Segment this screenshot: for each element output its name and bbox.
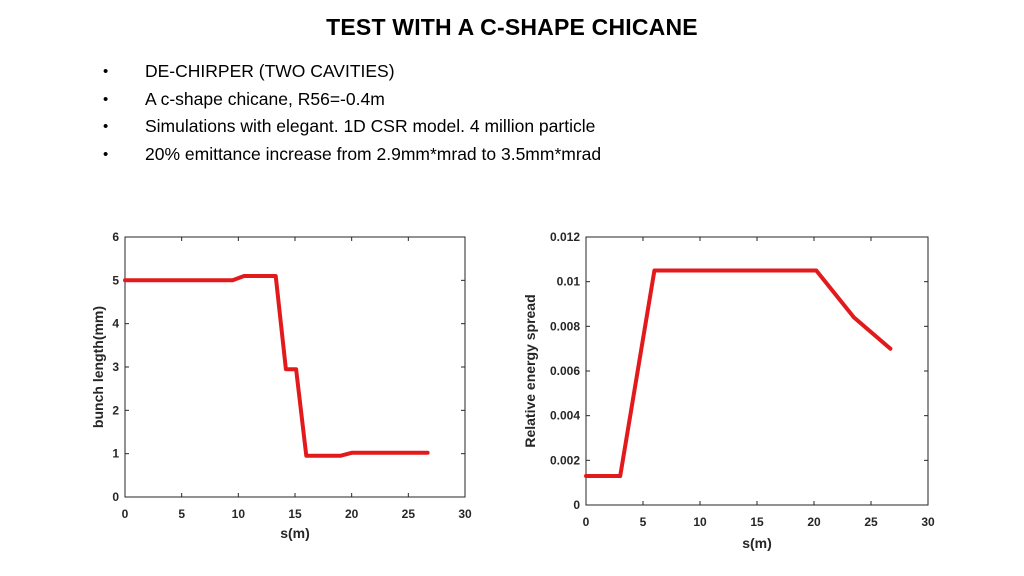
x-tick-label: 25 bbox=[402, 507, 416, 521]
x-tick-label: 10 bbox=[693, 515, 707, 529]
bullet-item: 20% emittance increase from 2.9mm*mrad t… bbox=[100, 141, 601, 169]
x-axis-label: s(m) bbox=[280, 525, 310, 541]
y-tick-label: 4 bbox=[112, 317, 119, 331]
y-tick-label: 0.008 bbox=[550, 319, 580, 333]
series-line bbox=[584, 268, 893, 478]
y-tick-label: 2 bbox=[112, 403, 119, 417]
bullet-list: DE-CHIRPER (TWO CAVITIES) A c-shape chic… bbox=[100, 58, 601, 168]
x-tick-label: 20 bbox=[807, 515, 821, 529]
bunch-length-chart: 0 5 10 15 20 25 30 0 1 2 3 4 5 6 s(m) bunch length(mm) bbox=[90, 230, 472, 541]
y-tick-label: 0.006 bbox=[550, 364, 580, 378]
x-tick-label: 15 bbox=[288, 507, 302, 521]
x-tick-label: 5 bbox=[178, 507, 185, 521]
bullet-item: A c-shape chicane, R56=-0.4m bbox=[100, 86, 601, 114]
x-tick-label: 5 bbox=[640, 515, 647, 529]
y-tick-label: 5 bbox=[112, 273, 119, 287]
y-tick-label: 3 bbox=[112, 360, 119, 374]
y-axis-label: bunch length(mm) bbox=[90, 306, 106, 428]
y-tick-label: 0.012 bbox=[550, 230, 580, 244]
bullet-item: DE-CHIRPER (TWO CAVITIES) bbox=[100, 58, 601, 86]
series-line bbox=[123, 274, 430, 458]
y-tick-label: 0.004 bbox=[550, 409, 580, 423]
y-tick-label: 1 bbox=[112, 447, 119, 461]
x-tick-label: 20 bbox=[345, 507, 359, 521]
energy-spread-chart: 0 5 10 15 20 25 30 0 0.002 0.004 0.006 0.008 0.01 0.0… bbox=[522, 230, 935, 551]
x-tick-label: 0 bbox=[122, 507, 129, 521]
y-tick-label: 0 bbox=[112, 490, 119, 504]
x-tick-label: 30 bbox=[921, 515, 935, 529]
x-axis-label: s(m) bbox=[742, 535, 772, 551]
slide-title: TEST WITH A C-SHAPE CHICANE bbox=[326, 14, 698, 40]
y-tick-label: 6 bbox=[112, 230, 119, 244]
x-tick-label: 10 bbox=[232, 507, 246, 521]
y-axis-label: Relative energy spread bbox=[522, 294, 538, 447]
x-tick-label: 0 bbox=[583, 515, 590, 529]
plot-area bbox=[585, 236, 929, 506]
y-tick-label: 0 bbox=[573, 498, 580, 512]
y-tick-label: 0.002 bbox=[550, 453, 580, 467]
x-tick-label: 30 bbox=[458, 507, 472, 521]
x-tick-label: 25 bbox=[864, 515, 878, 529]
y-tick-label: 0.01 bbox=[557, 275, 581, 289]
x-tick-label: 15 bbox=[750, 515, 764, 529]
plot-area bbox=[124, 236, 466, 498]
bullet-item: Simulations with elegant. 1D CSR model. … bbox=[100, 113, 601, 141]
